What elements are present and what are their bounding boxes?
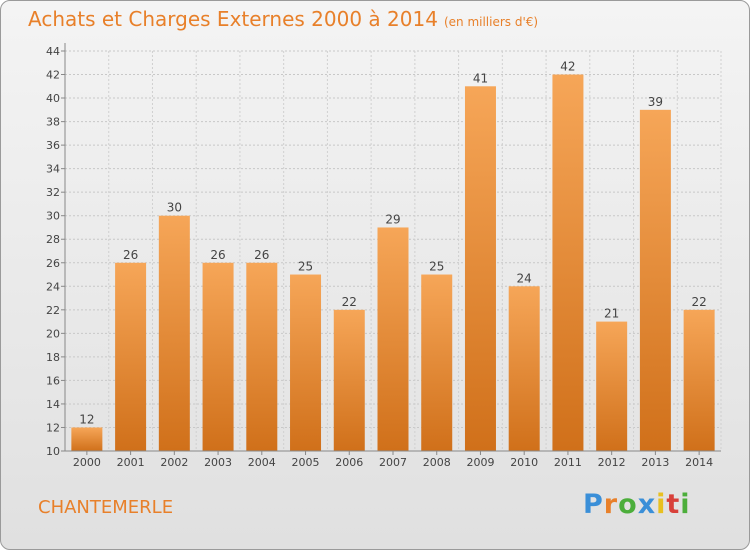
x-tick-label: 2010 [510,456,538,469]
data-label: 24 [517,271,532,285]
bar-2001 [115,262,147,451]
data-label: 25 [298,260,313,274]
data-label: 21 [604,307,619,321]
data-label: 22 [691,295,706,309]
logo-letter: x [637,489,657,520]
y-tick-label: 26 [46,257,60,270]
data-label: 39 [648,95,663,109]
x-tick-label: 2008 [423,456,451,469]
bar-2003 [202,262,234,451]
logo-letter: t [666,489,681,520]
bar-2007 [377,227,409,451]
logo-letter: r [603,489,619,520]
x-tick-label: 2002 [160,456,188,469]
axes: 10 12 14 16 18 20 22 24 26 28 30 32 34 36 38 40 42 44 2000… [46,43,721,469]
y-tick-label: 12 [46,421,60,434]
y-tick-label: 44 [46,45,60,58]
y-tick-label: 36 [46,139,60,152]
x-tick-label: 2007 [379,456,407,469]
bar-2009 [464,86,496,451]
data-label: 26 [123,248,138,262]
title-text: Achats et Charges Externes 2000 à 2014 [28,7,438,31]
y-tick-label: 28 [46,233,60,246]
x-tick-label: 2009 [466,456,494,469]
x-tick-label: 2011 [554,456,582,469]
x-tick-label: 2001 [117,456,145,469]
bars: 12 26 30 26 26 25 22 29 25 41 24 42 21 39 22 [71,60,715,451]
chart-title: Achats et Charges Externes 2000 à 2014 (e… [28,7,538,31]
bar-2012 [596,321,628,451]
proxiti-logo: Proxiti [583,489,691,520]
bar-2005 [290,274,322,451]
bar-2000 [71,427,103,451]
data-label: 30 [167,201,182,215]
data-label: 26 [210,248,225,262]
y-tick-label: 14 [46,398,60,411]
y-tick-label: 42 [46,69,60,82]
y-tick-label: 32 [46,186,60,199]
x-tick-label: 2003 [204,456,232,469]
y-tick-label: 20 [46,327,60,340]
bar-2002 [158,215,190,451]
bar-2013 [639,109,671,451]
x-tick-label: 2012 [598,456,626,469]
y-tick-label: 18 [46,351,60,364]
data-label: 12 [79,412,94,426]
x-tick-label: 2005 [292,456,320,469]
logo-letter: o [618,489,638,520]
bar-2008 [421,274,453,451]
logo-letter: i [656,489,667,520]
x-tick-label: 2006 [335,456,363,469]
bar-2006 [333,309,365,451]
data-label: 29 [385,212,400,226]
city-name: CHANTEMERLE [38,497,174,518]
logo-letter: P [583,489,604,520]
y-tick-label: 22 [46,304,60,317]
bar-2004 [246,262,278,451]
data-label: 26 [254,248,269,262]
data-label: 25 [429,260,444,274]
x-tick-label: 2000 [73,456,101,469]
y-tick-label: 24 [46,280,60,293]
y-tick-label: 40 [46,92,60,105]
data-label: 22 [342,295,357,309]
y-tick-label: 10 [46,445,60,458]
chart-subtitle: (en milliers d'€) [443,15,539,29]
y-tick-label: 16 [46,374,60,387]
data-label: 42 [560,60,575,74]
x-tick-label: 2004 [248,456,276,469]
y-tick-label: 38 [46,116,60,129]
logo-letter: i [680,489,691,520]
data-label: 41 [473,71,488,85]
bar-2014 [683,309,715,451]
x-tick-label: 2013 [641,456,669,469]
bar-2010 [508,286,540,451]
x-tick-label: 2014 [685,456,713,469]
bar-2011 [552,74,584,451]
y-tick-label: 30 [46,210,60,223]
y-tick-label: 34 [46,163,60,176]
